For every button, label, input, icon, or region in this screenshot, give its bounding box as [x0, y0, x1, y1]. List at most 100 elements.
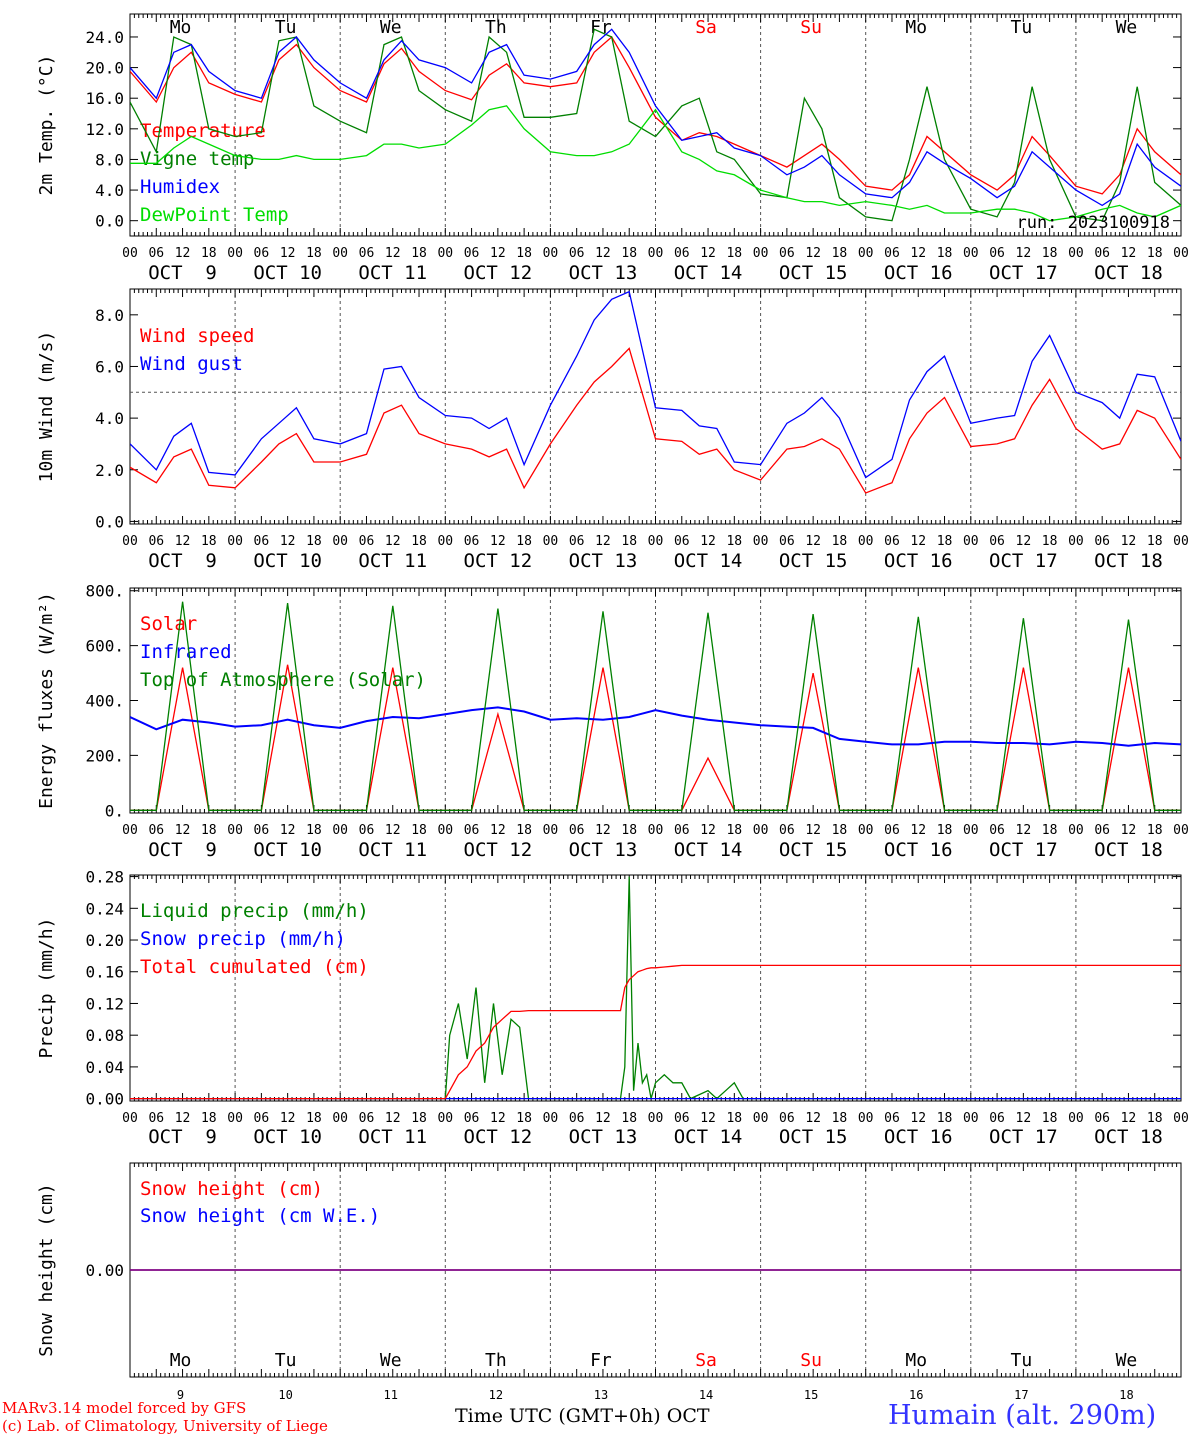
- x-date-label: OCT 10: [253, 1126, 322, 1148]
- x-hour-label: 00: [1068, 1111, 1084, 1126]
- x-hour-label: 00: [332, 246, 348, 261]
- y-tick-label: 6.0: [95, 357, 124, 376]
- x-hour-label: 12: [385, 823, 401, 838]
- x-hour-label: 18: [832, 246, 848, 261]
- y-tick-label: 0.24: [85, 899, 124, 918]
- panel-3: 0. 200. 400. 600. 800. Energy fluxes (W/m²) 00…: [36, 582, 1189, 861]
- day-number-label: 15: [804, 1388, 818, 1402]
- x-hour-label: 00: [227, 823, 243, 838]
- weekday-label: Sa: [695, 17, 717, 38]
- x-hour-label: 06: [674, 246, 690, 261]
- x-hour-label: 00: [648, 534, 664, 549]
- x-hour-label: 00: [543, 1111, 559, 1126]
- x-hour-label: 12: [490, 534, 506, 549]
- x-hour-label: 12: [385, 1111, 401, 1126]
- x-hour-label: 12: [490, 246, 506, 261]
- x-date-label: OCT 12: [464, 1126, 533, 1148]
- day-number-label: 18: [1119, 1388, 1133, 1402]
- x-hour-label: 18: [201, 246, 217, 261]
- legend-entry: Snow height (cm W.E.): [140, 1205, 380, 1227]
- run-label: run: 2023100918: [1016, 213, 1170, 233]
- x-date-label: OCT 11: [358, 1126, 427, 1148]
- x-hour-label: 06: [674, 1111, 690, 1126]
- x-hour-label: 00: [227, 246, 243, 261]
- x-hour-label: 12: [1121, 246, 1137, 261]
- x-hour-label: 06: [569, 1111, 585, 1126]
- weekday-label: Mo: [905, 1350, 927, 1371]
- x-date-label: OCT 13: [569, 550, 638, 572]
- weekday-label: Th: [485, 1350, 507, 1371]
- weekday-label: Sa: [695, 1350, 717, 1371]
- day-number-label: 13: [594, 1388, 608, 1402]
- x-hour-label: 06: [464, 823, 480, 838]
- y-tick-label: 0.28: [85, 868, 124, 887]
- series-line-wind-speed: [130, 347, 1181, 494]
- x-hour-label: 00: [858, 823, 874, 838]
- x-hour-label: 06: [254, 246, 270, 261]
- series-line-vigne-temp: [130, 28, 1181, 222]
- x-hour-label: 18: [201, 1111, 217, 1126]
- weekday-label: Mo: [170, 17, 192, 38]
- x-hour-label: 00: [1068, 823, 1084, 838]
- x-hour-label: 18: [516, 1111, 532, 1126]
- x-hour-label: 18: [621, 534, 637, 549]
- x-axis-month: OCT: [666, 1405, 710, 1427]
- day-number-label: 14: [699, 1388, 713, 1402]
- x-hour-label: 18: [726, 1111, 742, 1126]
- x-hour-label: 12: [385, 534, 401, 549]
- x-hour-label: 00: [648, 246, 664, 261]
- x-hour-label: 06: [254, 1111, 270, 1126]
- x-hour-label: 00: [1173, 534, 1189, 549]
- x-date-label: OCT 13: [569, 1126, 638, 1148]
- x-date-label: OCT 13: [569, 262, 638, 284]
- legend-entry: Snow height (cm): [140, 1178, 323, 1200]
- x-hour-label: 12: [175, 534, 191, 549]
- x-hour-label: 18: [1042, 1111, 1058, 1126]
- x-hour-label: 06: [569, 534, 585, 549]
- legend-entry: Snow precip (mm/h): [140, 928, 346, 950]
- y-axis-label: 10m Wind (m/s): [36, 331, 57, 483]
- y-tick-label: 20.0: [85, 59, 124, 78]
- x-date-label: OCT 18: [1094, 262, 1163, 284]
- x-axis-label: Time UTC (GMT+0h): [455, 1405, 661, 1427]
- x-hour-label: 00: [858, 534, 874, 549]
- x-date-label: OCT 16: [884, 262, 953, 284]
- x-hour-label: 00: [753, 823, 769, 838]
- x-hour-label: 06: [464, 1111, 480, 1126]
- x-hour-label: 18: [411, 246, 427, 261]
- x-date-label: OCT 11: [358, 550, 427, 572]
- x-hour-label: 00: [437, 534, 453, 549]
- y-tick-label: 8.0: [95, 306, 124, 325]
- x-hour-label: 18: [516, 534, 532, 549]
- model-credit: MARv3.14 model forced by GFS (c) Lab. of…: [2, 1399, 328, 1435]
- x-hour-label: 00: [122, 823, 138, 838]
- x-hour-label: 00: [648, 1111, 664, 1126]
- weekday-label: Tu: [275, 17, 297, 38]
- x-hour-label: 06: [884, 1111, 900, 1126]
- x-hour-label: 00: [1173, 823, 1189, 838]
- x-hour-label: 06: [989, 534, 1005, 549]
- weekday-label: We: [380, 17, 402, 38]
- x-hour-label: 12: [1121, 823, 1137, 838]
- x-hour-label: 12: [700, 1111, 716, 1126]
- x-hour-label: 12: [910, 534, 926, 549]
- y-tick-label: 0.0: [95, 512, 124, 531]
- series-line-temperature: [130, 35, 1181, 195]
- y-tick-label: 24.0: [85, 28, 124, 47]
- x-date-label: OCT 14: [674, 262, 743, 284]
- weekday-label: Mo: [905, 17, 927, 38]
- weekday-label: Su: [800, 17, 822, 38]
- x-hour-label: 06: [1094, 1111, 1110, 1126]
- x-hour-label: 12: [490, 1111, 506, 1126]
- x-hour-label: 06: [779, 1111, 795, 1126]
- x-hour-label: 12: [700, 246, 716, 261]
- x-date-label: OCT 18: [1094, 550, 1163, 572]
- x-date-label: OCT 17: [989, 839, 1058, 861]
- y-tick-label: 0.08: [85, 1026, 124, 1045]
- y-axis-label: Energy fluxes (W/m²): [36, 592, 57, 809]
- x-date-label: OCT 11: [358, 262, 427, 284]
- y-tick-label: 400.: [85, 692, 124, 711]
- x-hour-label: 12: [805, 246, 821, 261]
- x-hour-label: 06: [254, 534, 270, 549]
